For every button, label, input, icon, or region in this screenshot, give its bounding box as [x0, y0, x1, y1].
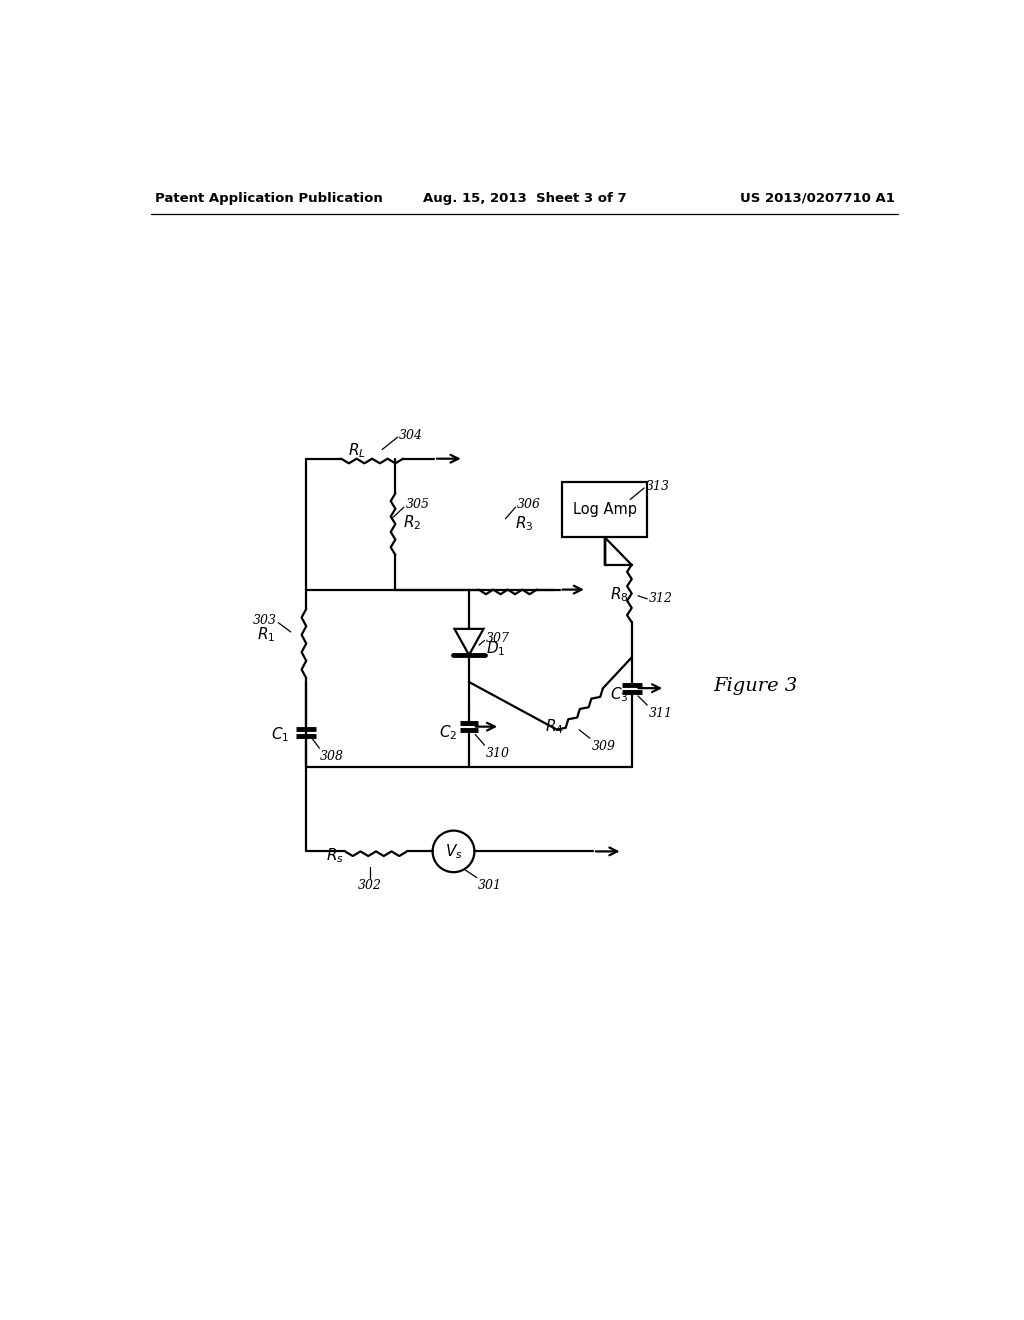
Text: 303: 303 — [253, 614, 276, 627]
Bar — [562, 482, 647, 537]
Text: $R_2$: $R_2$ — [403, 513, 422, 532]
Text: $R_s$: $R_s$ — [326, 846, 343, 865]
Text: 310: 310 — [486, 747, 510, 760]
Text: 307: 307 — [486, 631, 510, 644]
Polygon shape — [455, 628, 483, 655]
Text: $R_3$: $R_3$ — [515, 513, 534, 533]
Text: 301: 301 — [478, 879, 503, 892]
Text: 312: 312 — [649, 593, 673, 606]
Text: 304: 304 — [399, 429, 423, 442]
Text: 308: 308 — [321, 750, 344, 763]
Text: 309: 309 — [592, 739, 615, 752]
Text: 313: 313 — [646, 480, 670, 492]
Text: 305: 305 — [406, 499, 429, 511]
Text: Aug. 15, 2013  Sheet 3 of 7: Aug. 15, 2013 Sheet 3 of 7 — [423, 191, 627, 205]
Text: $R_8$: $R_8$ — [610, 585, 629, 603]
Text: $C_2$: $C_2$ — [439, 723, 458, 742]
Text: $C_3$: $C_3$ — [610, 685, 629, 704]
Text: 302: 302 — [357, 879, 382, 892]
Text: 306: 306 — [517, 499, 541, 511]
Text: $R_1$: $R_1$ — [257, 624, 275, 644]
Text: $C_1$: $C_1$ — [270, 725, 289, 743]
Text: $D_1$: $D_1$ — [486, 640, 506, 659]
Text: Log Amp: Log Amp — [572, 502, 637, 517]
Text: US 2013/0207710 A1: US 2013/0207710 A1 — [740, 191, 895, 205]
Text: $R_4$: $R_4$ — [545, 717, 563, 737]
Text: $V_s$: $V_s$ — [444, 842, 463, 861]
Circle shape — [432, 830, 474, 873]
Text: 311: 311 — [649, 706, 673, 719]
Text: Figure 3: Figure 3 — [714, 677, 798, 694]
Text: $R_L$: $R_L$ — [348, 442, 367, 461]
Text: Patent Application Publication: Patent Application Publication — [155, 191, 383, 205]
